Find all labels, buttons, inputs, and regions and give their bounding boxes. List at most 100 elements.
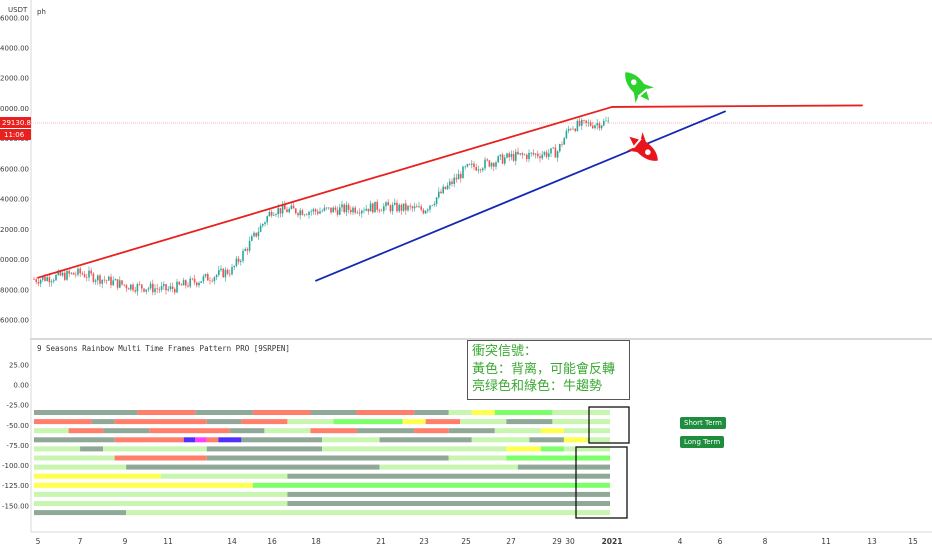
candle-body <box>528 152 530 160</box>
candle-body <box>600 125 603 129</box>
candle-body <box>306 214 308 216</box>
candle-body <box>187 285 189 287</box>
heatmap-segment <box>195 437 207 443</box>
candle-body <box>156 288 158 290</box>
candle-body <box>352 207 354 213</box>
candle-body <box>242 250 244 261</box>
candle-body <box>180 284 183 286</box>
candle-body <box>198 282 200 286</box>
long-term-button[interactable]: Long Term <box>680 436 725 448</box>
candle-body <box>235 258 238 266</box>
candle-body <box>279 208 282 214</box>
candle-body <box>275 214 277 216</box>
candle-body <box>369 203 372 212</box>
candle-body <box>141 284 143 289</box>
trendlines <box>37 104 863 282</box>
candle-body <box>301 210 304 216</box>
short-term-button[interactable]: Short Term <box>680 417 726 429</box>
candle-body <box>517 151 519 155</box>
candle-body <box>75 274 77 276</box>
candle-body <box>506 153 508 158</box>
oscillator-y-axis: 25.00 0.00 -25.00 -50.00 -75.00 -100.00 -125.0… <box>2 361 29 510</box>
candle-body <box>594 125 596 129</box>
heatmap-segment <box>494 428 541 434</box>
candle-body <box>262 223 264 226</box>
candle-body <box>286 209 288 213</box>
heatmap-segment <box>356 428 415 434</box>
candle-body <box>103 279 106 281</box>
candle-body <box>268 211 271 217</box>
candle-body <box>101 279 103 284</box>
candle-body <box>123 284 125 286</box>
candle-body <box>409 205 411 207</box>
candle-body <box>380 210 383 212</box>
heatmap-segment <box>34 491 288 497</box>
candle-body <box>385 202 387 207</box>
candle-body <box>504 157 506 164</box>
candle-body <box>537 153 539 157</box>
candle-body <box>59 271 62 276</box>
candle-body <box>202 276 205 282</box>
candle-body <box>510 153 513 158</box>
heatmap-segment <box>34 464 127 470</box>
candle-body <box>119 280 121 288</box>
price-pane[interactable] <box>0 0 932 338</box>
candle-body <box>523 154 526 156</box>
candle-body <box>42 276 44 280</box>
candle-body <box>297 213 299 216</box>
heatmap-segment <box>460 419 507 425</box>
candle-body <box>596 123 598 126</box>
candle-body <box>178 281 180 285</box>
candle-body <box>94 280 97 282</box>
candle-body <box>605 120 607 122</box>
candle-body <box>213 277 216 282</box>
heatmap-segment <box>34 510 127 516</box>
candle-body <box>46 277 48 281</box>
candle-body <box>88 270 90 278</box>
candle-body <box>479 169 482 171</box>
heatmap-segment <box>552 410 610 415</box>
date-tick-label: 8 <box>763 537 768 546</box>
candle-body <box>372 203 374 213</box>
candle-body <box>539 156 541 159</box>
heatmap-segment <box>160 473 288 479</box>
currency-label: USDT <box>8 6 28 14</box>
heatmap-segment <box>103 428 150 434</box>
date-tick-label: 21 <box>376 537 386 546</box>
heatmap-segment <box>379 437 472 443</box>
candle-body <box>343 204 345 213</box>
candle-body <box>455 177 458 180</box>
heatmap-segment <box>206 419 242 425</box>
heatmap-segment <box>114 419 207 425</box>
date-tick-label: 14 <box>227 537 237 546</box>
candle-body <box>598 123 601 129</box>
candle-body <box>365 208 367 211</box>
candle-body <box>578 120 581 126</box>
trendline-resistance <box>611 104 863 108</box>
oscillator-tick-label: -150.00 <box>2 502 29 510</box>
heatmap-segment <box>333 419 403 425</box>
candle-body <box>376 201 378 210</box>
date-tick-label: 6 <box>718 537 723 546</box>
heatmap-segment <box>540 446 564 452</box>
candle-body <box>295 208 297 214</box>
candle-body <box>200 281 202 283</box>
candle-body <box>336 209 339 215</box>
candle-body <box>391 204 394 212</box>
candle-body <box>548 153 550 157</box>
heatmap-segment <box>563 437 587 443</box>
candle-body <box>325 207 328 209</box>
candle-body <box>264 222 266 224</box>
date-tick-label: 15 <box>908 537 918 546</box>
candle-body <box>182 280 185 286</box>
candle-body <box>402 203 405 211</box>
candle-body <box>570 128 572 130</box>
candle-body <box>554 147 557 158</box>
candle-body <box>255 232 257 237</box>
candle-body <box>292 205 295 209</box>
heatmap-segment <box>114 455 207 461</box>
candle-body <box>259 225 262 232</box>
heatmap-segment <box>287 473 610 479</box>
heatmap-segment <box>218 437 242 443</box>
